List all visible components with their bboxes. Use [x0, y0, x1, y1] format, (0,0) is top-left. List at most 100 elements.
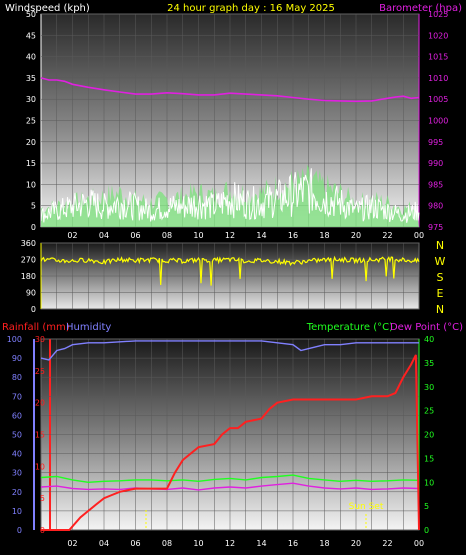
rain-y-tick-label: 15	[35, 431, 45, 440]
compass-e: E	[437, 287, 444, 300]
humidity-y-tick-label: 80	[12, 373, 22, 382]
rain-x-tick-label: 10	[193, 539, 203, 548]
wind-y-tick-label: 20	[26, 138, 36, 147]
compass-labels: N W S E N	[435, 239, 446, 316]
baro-y-tick-label: 1005	[428, 95, 448, 104]
compass-n-top: N	[436, 239, 444, 252]
baro-y-tick-label: 985	[428, 180, 443, 189]
temperature-axis-label: Temperature (°C)	[306, 322, 393, 333]
wind-x-tick-label: 06	[130, 231, 140, 240]
rain-x-tick-label: 04	[99, 539, 109, 548]
windspeed-axis-label: Windspeed (kph)	[5, 3, 90, 14]
baro-y-tick-label: 1020	[428, 31, 448, 40]
marks-layer	[40, 77, 420, 531]
wind-x-tick-label: 22	[382, 231, 392, 240]
temp-y-tick-label: 40	[424, 335, 434, 344]
compass-w: W	[435, 255, 446, 268]
rain-x-tick-label: 02	[67, 539, 77, 548]
rain-y-tick-label: 10	[35, 462, 45, 471]
baro-y-tick-label: 990	[428, 159, 443, 168]
wind-y-tick-label: 30	[26, 95, 36, 104]
wind-y-tick-label: 45	[26, 31, 36, 40]
rain-x-tick-label: 00	[414, 539, 424, 548]
temp-y-tick-label: 35	[424, 359, 434, 368]
wind-x-tick-label: 02	[67, 231, 77, 240]
temp-y-tick-label: 25	[424, 407, 434, 416]
rain-y-tick-label: 30	[35, 335, 45, 344]
humidity-y-tick-label: 50	[12, 431, 22, 440]
wind-x-tick-label: 00	[414, 231, 424, 240]
humidity-y-tick-label: 30	[12, 469, 22, 478]
baro-y-tick-label: 975	[428, 223, 443, 232]
temp-y-tick-label: 15	[424, 454, 434, 463]
temp-y-tick-label: 20	[424, 431, 434, 440]
wind-x-tick-label: 12	[225, 231, 235, 240]
dewpoint-axis-label: Dew Point (°C)	[390, 322, 463, 333]
compass-n-bottom: N	[436, 303, 444, 316]
direction-y-tick-label: 270	[21, 256, 36, 265]
wind-x-tick-label: 10	[193, 231, 203, 240]
rain-y-tick-label: 25	[35, 367, 45, 376]
temp-y-tick-label: 0	[424, 526, 429, 535]
rain-x-tick-label: 14	[256, 539, 266, 548]
direction-y-tick-label: 90	[26, 289, 36, 298]
humidity-y-tick-label: 70	[12, 392, 22, 401]
wind-direction-series-line	[40, 255, 420, 286]
baro-y-tick-label: 1010	[428, 74, 448, 83]
wind-x-tick-label: 18	[319, 231, 329, 240]
humidity-y-tick-label: 90	[12, 354, 22, 363]
wind-y-tick-label: 50	[26, 10, 36, 19]
rain-x-tick-label: 16	[288, 539, 298, 548]
baro-y-tick-label: 1015	[428, 53, 448, 62]
temp-y-tick-label: 30	[424, 383, 434, 392]
direction-y-tick-label: 360	[21, 239, 36, 248]
rain-y-tick-label: 5	[40, 494, 45, 503]
wind-x-tick-label: 08	[162, 231, 172, 240]
humidity-y-tick-label: 60	[12, 411, 22, 420]
humidity-y-tick-label: 0	[17, 526, 22, 535]
rainfall-series-line	[41, 354, 420, 531]
wind-x-tick-label: 16	[288, 231, 298, 240]
wind-y-tick-label: 0	[31, 223, 36, 232]
rain-x-tick-label: 20	[351, 539, 361, 548]
humidity-axis-label: Humidity	[66, 322, 111, 333]
humidity-y-tick-label: 100	[7, 335, 22, 344]
rainfall-axis-label: Rainfall (mm)	[2, 322, 70, 333]
wind-y-tick-label: 15	[26, 159, 36, 168]
dewpoint-series-line	[40, 482, 420, 491]
wind-y-tick-label: 5	[31, 202, 36, 211]
rain-x-tick-label: 12	[225, 539, 235, 548]
baro-y-tick-label: 1025	[428, 10, 448, 19]
rain-y-tick-label: 0	[40, 526, 45, 535]
rain-x-tick-label: 18	[319, 539, 329, 548]
humidity-series-line	[40, 340, 419, 361]
humidity-y-tick-label: 40	[12, 450, 22, 459]
baro-y-tick-label: 1000	[428, 117, 448, 126]
compass-s: S	[437, 271, 444, 284]
direction-y-tick-label: 180	[21, 272, 36, 281]
humidity-y-tick-label: 10	[12, 507, 22, 516]
rain-x-tick-label: 06	[130, 539, 140, 548]
wind-y-tick-label: 10	[26, 180, 36, 189]
temp-y-tick-label: 5	[424, 502, 429, 511]
direction-y-tick-label: 0	[31, 305, 36, 314]
wind-x-tick-label: 04	[99, 231, 109, 240]
temperature-series-line	[40, 474, 420, 484]
rain-x-tick-label: 08	[162, 539, 172, 548]
windspeed-series-line	[40, 168, 420, 223]
barometer-axis-label: Barometer (hpa)	[379, 3, 462, 14]
gust-area	[41, 164, 419, 227]
temp-y-tick-label: 10	[424, 478, 434, 487]
rain-x-tick-label: 22	[382, 539, 392, 548]
humidity-y-tick-label: 20	[12, 488, 22, 497]
baro-y-tick-label: 995	[428, 138, 443, 147]
wind-x-tick-label: 14	[256, 231, 266, 240]
sunset-label: Sun Set	[349, 502, 384, 512]
barometer-series-line	[40, 77, 420, 103]
chart-title: 24 hour graph day : 16 May 2025	[167, 3, 335, 14]
wind-y-tick-label: 40	[26, 53, 36, 62]
rain-y-tick-label: 20	[35, 399, 45, 408]
wind-x-tick-label: 20	[351, 231, 361, 240]
